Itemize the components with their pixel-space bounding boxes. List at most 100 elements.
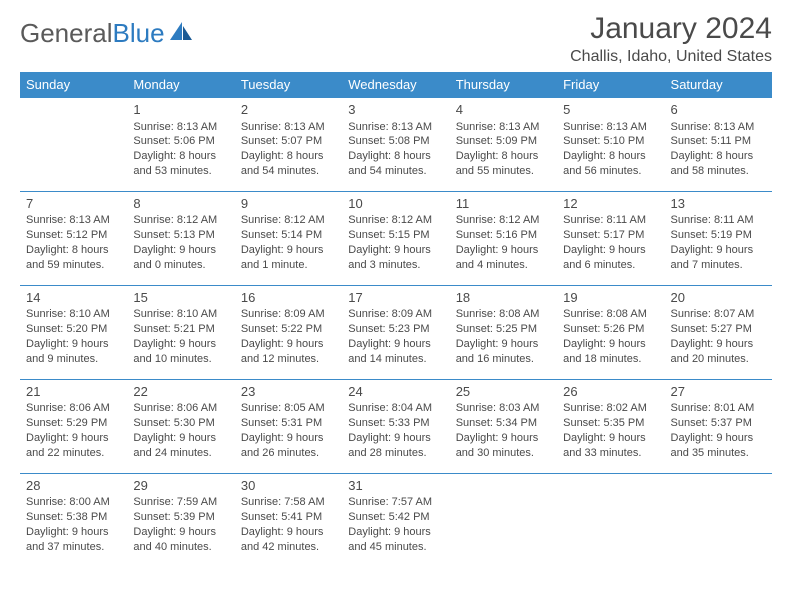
daylight-text: and 3 minutes. [348,258,443,273]
sunset-text: Sunset: 5:07 PM [241,134,336,149]
calendar-cell: 9Sunrise: 8:12 AMSunset: 5:14 PMDaylight… [235,191,342,285]
day-number: 20 [671,289,766,307]
calendar-cell: 10Sunrise: 8:12 AMSunset: 5:15 PMDayligh… [342,191,449,285]
day-number: 25 [456,383,551,401]
sunset-text: Sunset: 5:30 PM [133,416,228,431]
daylight-text: and 33 minutes. [563,446,658,461]
title-block: January 2024 Challis, Idaho, United Stat… [570,12,772,66]
calendar-row: 21Sunrise: 8:06 AMSunset: 5:29 PMDayligh… [20,379,772,473]
calendar-table: SundayMondayTuesdayWednesdayThursdayFrid… [20,72,772,567]
daylight-text: and 54 minutes. [348,164,443,179]
daylight-text: Daylight: 9 hours [456,243,551,258]
daylight-text: Daylight: 9 hours [456,337,551,352]
sunrise-text: Sunrise: 8:12 AM [241,213,336,228]
sunset-text: Sunset: 5:12 PM [26,228,121,243]
sunrise-text: Sunrise: 7:59 AM [133,495,228,510]
sunset-text: Sunset: 5:17 PM [563,228,658,243]
calendar-cell: 16Sunrise: 8:09 AMSunset: 5:22 PMDayligh… [235,285,342,379]
weekday-header: Saturday [665,72,772,98]
daylight-text: and 0 minutes. [133,258,228,273]
brand-logo: GeneralBlue [20,12,194,49]
daylight-text: Daylight: 9 hours [348,431,443,446]
page-header: GeneralBlue January 2024 Challis, Idaho,… [20,12,772,66]
sunrise-text: Sunrise: 8:09 AM [348,307,443,322]
daylight-text: and 56 minutes. [563,164,658,179]
daylight-text: Daylight: 9 hours [133,337,228,352]
weekday-header: Thursday [450,72,557,98]
weekday-header: Tuesday [235,72,342,98]
daylight-text: Daylight: 9 hours [26,337,121,352]
sunrise-text: Sunrise: 8:11 AM [671,213,766,228]
calendar-cell: 22Sunrise: 8:06 AMSunset: 5:30 PMDayligh… [127,379,234,473]
sunrise-text: Sunrise: 8:13 AM [348,120,443,135]
sunrise-text: Sunrise: 8:03 AM [456,401,551,416]
calendar-cell: 13Sunrise: 8:11 AMSunset: 5:19 PMDayligh… [665,191,772,285]
sunrise-text: Sunrise: 8:10 AM [26,307,121,322]
daylight-text: Daylight: 9 hours [241,525,336,540]
sunrise-text: Sunrise: 7:58 AM [241,495,336,510]
calendar-cell: 14Sunrise: 8:10 AMSunset: 5:20 PMDayligh… [20,285,127,379]
day-number: 19 [563,289,658,307]
daylight-text: and 28 minutes. [348,446,443,461]
day-number: 18 [456,289,551,307]
calendar-cell: 26Sunrise: 8:02 AMSunset: 5:35 PMDayligh… [557,379,664,473]
calendar-cell: 15Sunrise: 8:10 AMSunset: 5:21 PMDayligh… [127,285,234,379]
daylight-text: Daylight: 8 hours [348,149,443,164]
calendar-cell: 8Sunrise: 8:12 AMSunset: 5:13 PMDaylight… [127,191,234,285]
calendar-cell: 19Sunrise: 8:08 AMSunset: 5:26 PMDayligh… [557,285,664,379]
daylight-text: and 37 minutes. [26,540,121,555]
daylight-text: Daylight: 9 hours [563,431,658,446]
daylight-text: and 1 minute. [241,258,336,273]
day-number: 4 [456,101,551,119]
weekday-header: Wednesday [342,72,449,98]
day-number: 16 [241,289,336,307]
calendar-row: 28Sunrise: 8:00 AMSunset: 5:38 PMDayligh… [20,473,772,566]
daylight-text: and 55 minutes. [456,164,551,179]
sunset-text: Sunset: 5:41 PM [241,510,336,525]
sunrise-text: Sunrise: 8:13 AM [456,120,551,135]
daylight-text: Daylight: 9 hours [133,525,228,540]
sunrise-text: Sunrise: 8:10 AM [133,307,228,322]
daylight-text: and 26 minutes. [241,446,336,461]
calendar-cell: 28Sunrise: 8:00 AMSunset: 5:38 PMDayligh… [20,473,127,566]
day-number: 23 [241,383,336,401]
sunset-text: Sunset: 5:22 PM [241,322,336,337]
daylight-text: and 45 minutes. [348,540,443,555]
calendar-cell [20,98,127,192]
weekday-header: Friday [557,72,664,98]
sunset-text: Sunset: 5:09 PM [456,134,551,149]
sunrise-text: Sunrise: 8:09 AM [241,307,336,322]
sunset-text: Sunset: 5:31 PM [241,416,336,431]
day-number: 26 [563,383,658,401]
day-number: 14 [26,289,121,307]
daylight-text: and 10 minutes. [133,352,228,367]
daylight-text: Daylight: 8 hours [563,149,658,164]
sunrise-text: Sunrise: 8:11 AM [563,213,658,228]
daylight-text: and 14 minutes. [348,352,443,367]
sunset-text: Sunset: 5:34 PM [456,416,551,431]
sunset-text: Sunset: 5:10 PM [563,134,658,149]
sunset-text: Sunset: 5:29 PM [26,416,121,431]
sunset-text: Sunset: 5:16 PM [456,228,551,243]
day-number: 3 [348,101,443,119]
calendar-cell: 4Sunrise: 8:13 AMSunset: 5:09 PMDaylight… [450,98,557,192]
calendar-cell: 11Sunrise: 8:12 AMSunset: 5:16 PMDayligh… [450,191,557,285]
sunset-text: Sunset: 5:33 PM [348,416,443,431]
daylight-text: Daylight: 8 hours [671,149,766,164]
daylight-text: and 40 minutes. [133,540,228,555]
sunset-text: Sunset: 5:23 PM [348,322,443,337]
daylight-text: Daylight: 9 hours [671,431,766,446]
calendar-cell: 18Sunrise: 8:08 AMSunset: 5:25 PMDayligh… [450,285,557,379]
sunrise-text: Sunrise: 8:07 AM [671,307,766,322]
calendar-cell [557,473,664,566]
day-number: 6 [671,101,766,119]
daylight-text: Daylight: 9 hours [456,431,551,446]
sunrise-text: Sunrise: 8:00 AM [26,495,121,510]
calendar-cell [665,473,772,566]
sunset-text: Sunset: 5:15 PM [348,228,443,243]
location-text: Challis, Idaho, United States [570,48,772,66]
sunset-text: Sunset: 5:27 PM [671,322,766,337]
calendar-cell: 25Sunrise: 8:03 AMSunset: 5:34 PMDayligh… [450,379,557,473]
daylight-text: and 35 minutes. [671,446,766,461]
day-number: 31 [348,477,443,495]
